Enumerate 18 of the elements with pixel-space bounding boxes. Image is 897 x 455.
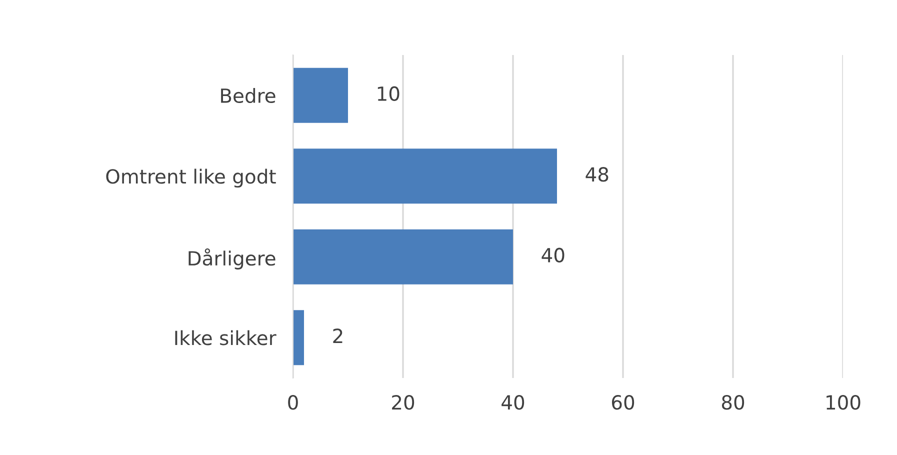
data-label: 40: [542, 248, 564, 263]
data-label: 48: [586, 167, 608, 182]
bar: [293, 310, 304, 366]
x-tick-label: 100: [826, 395, 860, 410]
x-tick-label: 20: [392, 395, 414, 410]
bar: [293, 68, 348, 123]
x-tick-label: 40: [502, 395, 524, 410]
y-tick-label: Ikke sikker: [175, 330, 276, 346]
y-tick-label: Omtrent like godt: [106, 168, 276, 188]
y-tick-label: Dårligere: [188, 248, 276, 270]
bar: [293, 229, 513, 284]
x-tick-label: 80: [722, 395, 744, 410]
data-label: 2: [333, 328, 342, 343]
x-tick-label: 0: [288, 395, 298, 410]
data-label: 10: [378, 86, 400, 102]
y-tick-label: Bedre: [221, 88, 276, 104]
bar: [293, 148, 557, 204]
x-tick-label: 60: [612, 395, 634, 410]
